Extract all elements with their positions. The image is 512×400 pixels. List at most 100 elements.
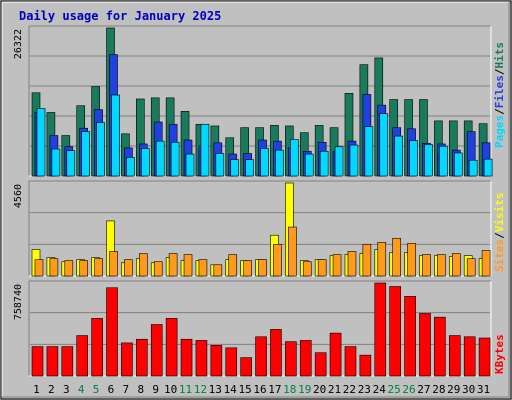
bar-kbytes-day-22 [344, 346, 357, 377]
bar-sites-day-17 [273, 244, 282, 277]
legend-item-sites: Sites [493, 239, 506, 272]
bar-sites-day-23 [362, 244, 372, 277]
bar-sites-day-24 [377, 242, 387, 277]
bar-kbytes-day-13 [210, 345, 223, 377]
legend-item-kbytes: KBytes [493, 334, 506, 374]
x-tick-label-day-1: 1 [33, 383, 40, 396]
x-tick-label-day-6: 6 [108, 383, 115, 396]
x-tick-label-day-12: 12 [194, 383, 207, 396]
chart-title: Daily usage for January 2025 [19, 9, 221, 23]
bar-sites-day-3 [64, 260, 74, 277]
bar-kbytes-day-20 [314, 352, 327, 377]
bar-pages-day-4 [81, 131, 91, 177]
legend-item-files: Files [493, 75, 506, 108]
bar-kbytes-day-10 [165, 318, 178, 377]
bar-kbytes-day-6 [106, 287, 118, 377]
bar-sites-day-18 [288, 226, 297, 277]
bar-kbytes-day-30 [463, 336, 476, 377]
legend-separator: / [493, 68, 506, 75]
bar-pages-day-3 [66, 150, 76, 177]
x-tick-label-day-20: 20 [313, 383, 326, 396]
bar-sites-day-26 [407, 243, 416, 277]
bar-pages-day-28 [439, 145, 448, 177]
bar-pages-day-21 [334, 146, 344, 177]
bar-pages-day-11 [185, 153, 195, 177]
legend-item-pages: Pages [493, 115, 506, 148]
bar-sites-day-14 [228, 254, 238, 277]
x-tick-label-day-31: 31 [477, 383, 490, 396]
bar-sites-day-15 [243, 260, 252, 277]
x-tick-label-day-4: 4 [78, 383, 85, 396]
bar-pages-day-29 [453, 152, 463, 177]
bar-sites-day-5 [94, 258, 103, 277]
bar-sites-day-19 [302, 261, 312, 277]
x-tick-label-day-16: 16 [253, 383, 266, 396]
x-tick-label-day-8: 8 [137, 383, 144, 396]
bar-sites-day-27 [422, 254, 431, 277]
x-tick-label-day-29: 29 [447, 383, 460, 396]
bar-sites-day-9 [153, 261, 163, 277]
bar-kbytes-day-11 [180, 338, 193, 377]
bar-pages-day-16 [260, 148, 269, 177]
bar-pages-day-24 [379, 113, 389, 177]
bar-pages-day-23 [364, 126, 374, 177]
x-tick-label-day-19: 19 [298, 383, 311, 396]
legend-top: Pages/Files/Hits [493, 42, 506, 148]
x-tick-label-day-9: 9 [152, 383, 159, 396]
bar-pages-day-27 [424, 144, 433, 177]
x-tick-label-day-2: 2 [48, 383, 55, 396]
bar-kbytes-day-27 [419, 313, 431, 377]
x-tick-label-day-14: 14 [224, 383, 238, 396]
bar-pages-day-26 [409, 140, 418, 177]
bar-pages-day-20 [319, 150, 329, 177]
legend-bottom: KBytes [493, 334, 506, 374]
bar-pages-day-13 [215, 153, 225, 177]
bar-sites-day-21 [332, 254, 342, 277]
bar-pages-day-12 [200, 123, 210, 177]
y-axis-max-label: 26322 [13, 29, 24, 59]
bar-sites-day-4 [79, 260, 89, 277]
bar-sites-day-2 [49, 258, 59, 277]
x-tick-label-day-10: 10 [164, 383, 177, 396]
bar-pages-day-14 [230, 159, 240, 177]
bar-pages-day-1 [36, 108, 46, 177]
bar-kbytes-day-1 [31, 346, 44, 377]
bar-kbytes-day-5 [91, 318, 103, 377]
x-tick-label-day-5: 5 [93, 383, 100, 396]
bar-sites-day-8 [139, 253, 148, 277]
x-tick-label-day-23: 23 [358, 383, 371, 396]
bar-sites-day-16 [258, 259, 267, 277]
x-tick-label-day-25: 25 [388, 383, 401, 396]
bar-pages-day-10 [170, 141, 180, 177]
bar-sites-day-13 [213, 264, 223, 277]
bar-pages-day-5 [96, 122, 105, 177]
x-tick-label-day-21: 21 [328, 383, 341, 396]
bar-kbytes-day-28 [434, 316, 446, 377]
bar-pages-day-31 [483, 158, 493, 177]
bar-pages-day-8 [141, 148, 150, 177]
y-axis-max-label: 4560 [13, 184, 24, 208]
bar-kbytes-day-12 [195, 340, 208, 377]
bar-sites-day-28 [437, 254, 446, 277]
bar-pages-day-30 [468, 159, 478, 177]
bar-kbytes-day-21 [329, 332, 342, 377]
x-tick-label-day-3: 3 [63, 383, 70, 396]
bar-sites-day-12 [198, 259, 208, 277]
legend-item-visits: Visits [493, 193, 506, 233]
bar-sites-day-11 [183, 254, 193, 277]
x-tick-label-day-24: 24 [373, 383, 387, 396]
x-tick-label-day-27: 27 [417, 383, 430, 396]
bar-kbytes-day-17 [270, 329, 282, 377]
bar-pages-day-25 [394, 135, 403, 177]
bar-kbytes-day-19 [299, 340, 312, 377]
x-tick-label-day-18: 18 [283, 383, 296, 396]
bar-kbytes-day-16 [255, 336, 267, 377]
x-tick-label-day-28: 28 [432, 383, 445, 396]
chart-panels: 26322Pages/Files/Hits4560Sites/Visits758… [13, 25, 506, 396]
x-tick-label-day-11: 11 [179, 383, 192, 396]
bar-sites-day-1 [34, 259, 44, 277]
legend-separator: / [493, 232, 506, 239]
bar-kbytes-day-24 [374, 282, 387, 377]
bar-sites-day-6 [109, 251, 118, 277]
bar-pages-day-15 [245, 159, 254, 177]
